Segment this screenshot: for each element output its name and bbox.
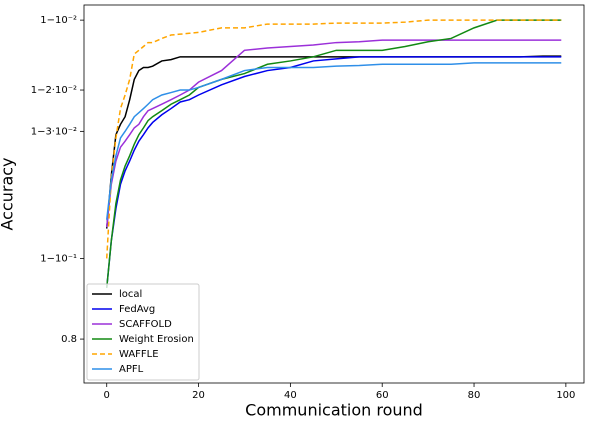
series-line: [105, 19, 562, 259]
series-line: [105, 19, 562, 288]
y-axis-label: Accuracy: [0, 157, 17, 230]
series-line: [105, 55, 562, 229]
x-tick-label: 80: [468, 390, 481, 401]
legend-label: SCAFFOLD: [119, 319, 172, 330]
x-tick-label: 40: [284, 390, 297, 401]
x-tick-label: 0: [104, 390, 110, 401]
y-tick-label: 0.8: [61, 334, 77, 345]
series-line: [105, 39, 562, 228]
legend-label: APFL: [119, 364, 144, 375]
legend-label: Weight Erosion: [119, 334, 194, 345]
legend-box: [86, 283, 200, 381]
legend-label: FedAvg: [119, 304, 155, 315]
y-tick-label: 1−10⁻¹: [40, 253, 77, 264]
x-axis-label: Communication round: [245, 401, 423, 420]
series-line: [105, 62, 562, 220]
x-tick-label: 60: [376, 390, 389, 401]
x-tick-label: 100: [556, 390, 575, 401]
series-line: [105, 56, 562, 288]
y-tick-label: 1−2·10⁻²: [31, 85, 77, 96]
x-tick-label: 20: [192, 390, 205, 401]
legend-label: WAFFLE: [119, 349, 159, 360]
legend-label: local: [119, 289, 142, 300]
y-tick-label: 1−10⁻²: [40, 15, 77, 26]
plot-frame: [83, 4, 585, 384]
y-tick-label: 1−3·10⁻²: [31, 126, 77, 137]
